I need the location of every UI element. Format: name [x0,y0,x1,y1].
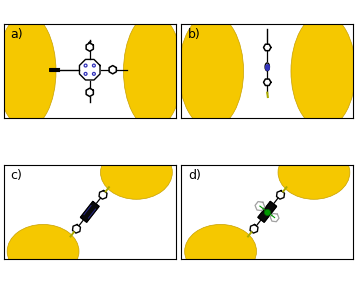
Ellipse shape [0,14,56,128]
Ellipse shape [101,145,172,199]
Text: c): c) [10,169,22,182]
Polygon shape [258,201,277,222]
Text: b): b) [188,28,201,41]
Text: a): a) [10,28,23,41]
Ellipse shape [179,14,243,128]
Ellipse shape [278,145,350,199]
Ellipse shape [265,63,270,71]
Ellipse shape [124,14,182,128]
Polygon shape [80,201,99,222]
Text: d): d) [188,169,201,182]
Ellipse shape [291,14,356,128]
Ellipse shape [185,224,256,278]
Ellipse shape [7,224,79,278]
